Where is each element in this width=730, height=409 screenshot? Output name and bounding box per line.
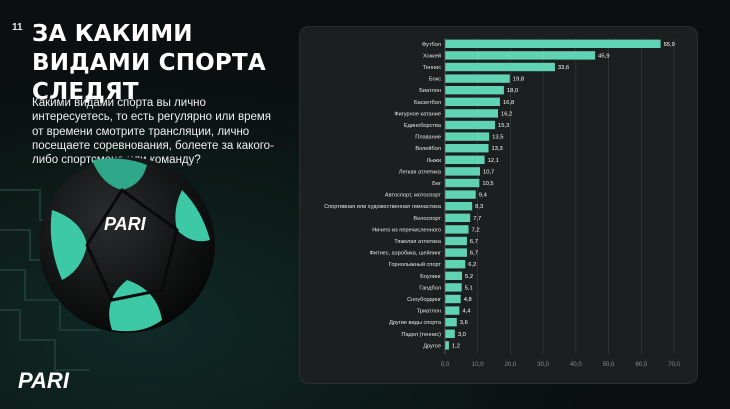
bar bbox=[445, 202, 473, 211]
category-label: Горнолыжный спорт bbox=[389, 261, 442, 268]
ball-logo-text: PARI bbox=[104, 214, 147, 234]
value-label: 8,3 bbox=[475, 204, 483, 210]
category-label: Гандбол bbox=[419, 285, 441, 291]
value-label: 16,2 bbox=[501, 111, 512, 117]
bar bbox=[445, 306, 460, 315]
bar bbox=[445, 225, 469, 234]
bar bbox=[445, 120, 496, 130]
bar bbox=[445, 62, 555, 72]
logo-text: PARI bbox=[18, 369, 70, 391]
bar bbox=[445, 97, 500, 106]
category-label: Баскетбол bbox=[414, 100, 441, 106]
bar-chart: 0,0 10,0 20,0 30,0 40,0 50,0 60,0 70,0 Футбол 65,… bbox=[324, 38, 680, 368]
category-label: Тяжелая атлетика bbox=[394, 239, 442, 245]
value-label: 65,9 bbox=[664, 42, 675, 48]
category-label: Другое bbox=[423, 343, 441, 349]
value-label: 19,8 bbox=[513, 77, 524, 83]
category-label: Другие виды спорта bbox=[389, 320, 442, 326]
value-label: 4,4 bbox=[462, 309, 471, 315]
category-label: Волейбол bbox=[415, 145, 441, 152]
value-label: 1,2 bbox=[452, 343, 460, 349]
category-label: Футбол bbox=[422, 42, 441, 48]
bar bbox=[445, 236, 467, 246]
bar bbox=[445, 51, 596, 60]
value-label: 10,7 bbox=[483, 169, 494, 175]
x-tick-label: 10,0 bbox=[472, 362, 484, 368]
x-tick-label: 40,0 bbox=[570, 362, 582, 368]
category-label: Автоспорт, мотоспорт bbox=[385, 193, 442, 199]
value-label: 6,7 bbox=[470, 251, 478, 257]
value-label: 15,3 bbox=[498, 123, 509, 129]
category-label: Падел (теннис) bbox=[401, 332, 441, 338]
slide-number: 11 bbox=[12, 22, 23, 33]
value-label: 33,6 bbox=[558, 65, 569, 71]
category-label: Сноубординг bbox=[407, 297, 441, 303]
value-label: 4,8 bbox=[464, 297, 472, 303]
bar bbox=[445, 341, 449, 350]
category-label: Биатлон bbox=[419, 88, 441, 94]
bar bbox=[445, 260, 466, 269]
x-tick-label: 0,0 bbox=[441, 362, 450, 368]
bar bbox=[445, 155, 485, 164]
value-label: 7,7 bbox=[473, 216, 481, 222]
bar bbox=[445, 190, 476, 199]
x-tick-label: 70,0 bbox=[668, 362, 680, 368]
page-title: За какими видами спорта следят bbox=[32, 21, 266, 105]
value-label: 13,5 bbox=[492, 135, 503, 141]
x-tick-label: 60,0 bbox=[635, 362, 647, 368]
bar bbox=[445, 144, 489, 153]
category-label: Боулинг bbox=[420, 274, 441, 280]
category-label: Фигурное катание bbox=[394, 111, 441, 117]
bar bbox=[445, 213, 471, 222]
value-label: 10,5 bbox=[482, 181, 493, 187]
bar bbox=[445, 178, 480, 188]
value-label: 6,7 bbox=[470, 239, 478, 245]
category-label: Легкая атлетика bbox=[399, 169, 442, 175]
pari-logo: PARI bbox=[18, 369, 70, 391]
bar bbox=[445, 329, 455, 338]
category-label: Триатлон bbox=[417, 309, 441, 315]
bar bbox=[445, 248, 467, 257]
category-label: Бокс bbox=[429, 77, 441, 83]
bar bbox=[445, 283, 462, 292]
category-label: Бег bbox=[432, 181, 441, 187]
bar bbox=[445, 271, 463, 280]
category-label: Ничего из перечисленного bbox=[372, 227, 441, 233]
bar bbox=[445, 294, 461, 304]
bar bbox=[445, 74, 510, 83]
value-label: 7,2 bbox=[472, 227, 480, 233]
bar bbox=[445, 318, 457, 327]
x-tick-label: 20,0 bbox=[505, 362, 517, 368]
value-label: 12,1 bbox=[488, 158, 499, 164]
value-label: 18,0 bbox=[507, 88, 518, 94]
value-label: 3,0 bbox=[458, 332, 466, 338]
value-label: 6,2 bbox=[468, 262, 476, 268]
bar bbox=[445, 86, 504, 95]
value-label: 9,4 bbox=[479, 193, 488, 199]
value-label: 13,3 bbox=[492, 146, 503, 152]
category-label: Фитнес, аэробика, шейпинг bbox=[370, 250, 441, 257]
value-label: 5,1 bbox=[465, 285, 473, 291]
value-label: 45,9 bbox=[598, 53, 609, 59]
category-label: Лыжи bbox=[426, 158, 441, 164]
category-label: Хоккей bbox=[423, 52, 441, 59]
category-label: Теннис bbox=[423, 65, 442, 71]
value-label: 5,2 bbox=[465, 274, 473, 280]
category-label: Велоспорт bbox=[413, 216, 441, 222]
x-tick-label: 30,0 bbox=[537, 362, 549, 368]
value-label: 3,6 bbox=[460, 320, 468, 326]
chart-panel: 0,0 10,0 20,0 30,0 40,0 50,0 60,0 70,0 Футбол 65,… bbox=[299, 26, 698, 384]
bar bbox=[445, 132, 490, 141]
x-tick-label: 50,0 bbox=[603, 362, 615, 368]
value-label: 16,8 bbox=[503, 100, 514, 106]
soccer-ball-image: PARI bbox=[39, 157, 215, 333]
bar bbox=[445, 167, 481, 176]
category-label: Единоборства bbox=[404, 123, 442, 129]
bar bbox=[445, 39, 661, 48]
bar bbox=[445, 109, 498, 118]
category-label: Плавание bbox=[415, 135, 441, 141]
category-label: Спортивная или художественная гимнастика bbox=[324, 204, 442, 210]
